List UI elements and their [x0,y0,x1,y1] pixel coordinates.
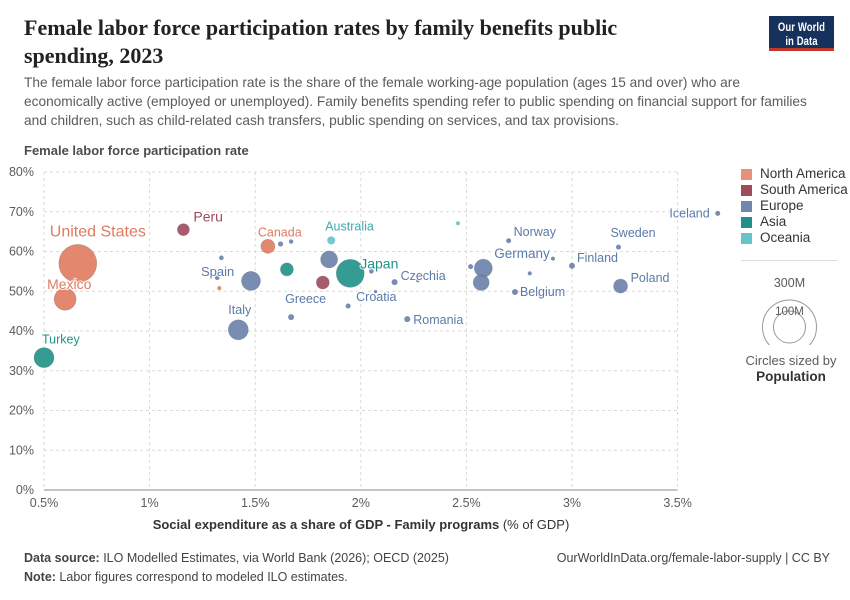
svg-text:Greece: Greece [285,292,326,306]
svg-text:3%: 3% [563,496,581,510]
svg-text:300M: 300M [774,276,805,290]
svg-text:Peru: Peru [193,209,223,225]
svg-text:0%: 0% [16,483,34,497]
svg-text:50%: 50% [9,284,34,298]
svg-text:0.5%: 0.5% [30,496,59,510]
svg-text:2%: 2% [352,496,370,510]
svg-text:80%: 80% [9,165,34,179]
svg-text:Czechia: Czechia [401,269,446,283]
svg-text:Mexico: Mexico [47,276,92,292]
svg-text:1%: 1% [141,496,159,510]
svg-text:Spain: Spain [201,264,234,279]
svg-text:70%: 70% [9,205,34,219]
svg-text:20%: 20% [9,404,34,418]
svg-text:10%: 10% [9,443,34,457]
svg-text:Sweden: Sweden [610,226,655,240]
svg-text:Poland: Poland [631,271,670,285]
svg-text:Croatia: Croatia [356,290,396,304]
svg-text:Iceland: Iceland [669,206,709,220]
svg-text:Germany: Germany [494,246,550,261]
svg-text:Canada: Canada [258,225,302,239]
svg-text:Turkey: Turkey [42,333,80,347]
svg-text:Norway: Norway [514,225,557,239]
svg-text:1.5%: 1.5% [241,496,270,510]
svg-text:30%: 30% [9,364,34,378]
svg-text:2.5%: 2.5% [452,496,481,510]
svg-text:40%: 40% [9,324,34,338]
svg-text:United States: United States [50,223,146,240]
svg-text:Italy: Italy [228,303,252,317]
svg-text:3.5%: 3.5% [663,496,692,510]
svg-text:Japan: Japan [360,255,398,271]
svg-text:Romania: Romania [413,313,463,327]
svg-text:Finland: Finland [577,251,618,265]
svg-text:100M: 100M [775,306,804,318]
svg-text:Belgium: Belgium [520,285,565,299]
svg-text:60%: 60% [9,245,34,259]
svg-text:Australia: Australia [325,219,374,233]
